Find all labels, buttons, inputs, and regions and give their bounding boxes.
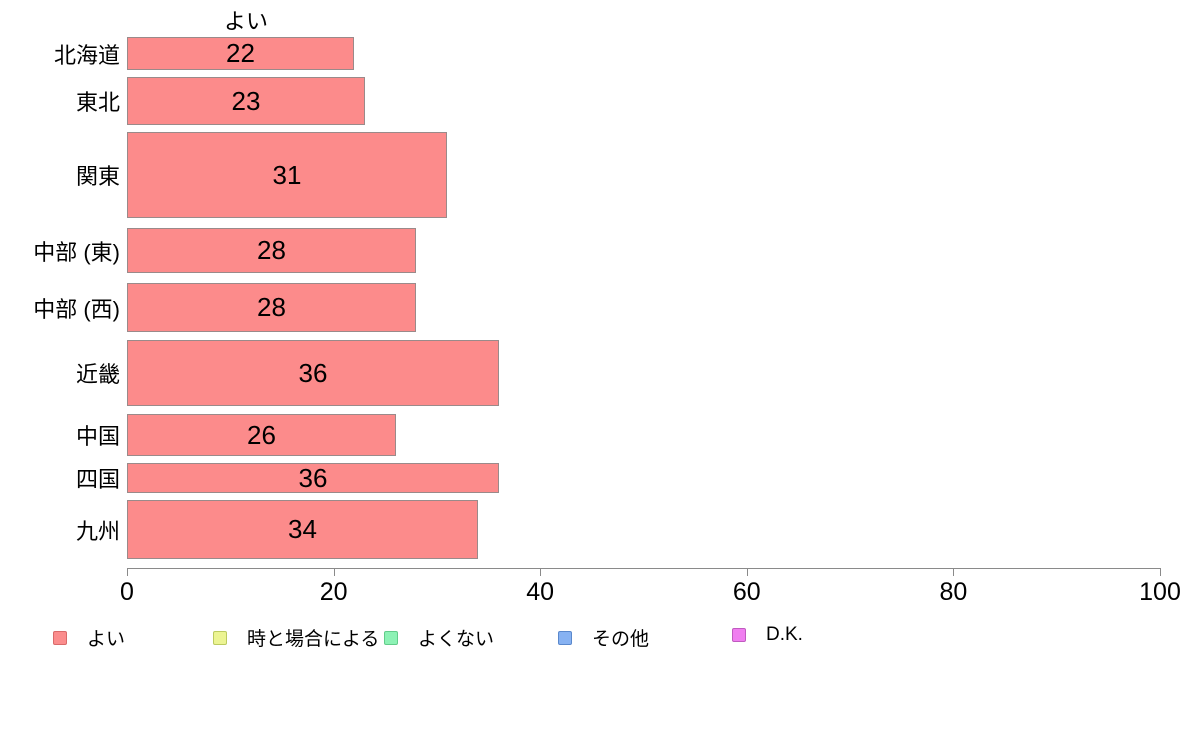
bar: 36 [127,340,499,406]
bar-value-label: 28 [257,292,286,322]
bar-value-label: 28 [257,235,286,265]
x-axis-line [127,568,1161,569]
x-axis-tick [746,569,748,576]
bar: 36 [127,463,499,493]
bar-value-label: 31 [272,159,302,190]
legend-swatch-icon [732,628,746,642]
category-label: 中国 [75,424,120,449]
bar: 28 [127,283,416,332]
bar: 26 [127,414,396,456]
bar-value-label: 23 [231,85,261,116]
category-label: 中部 (東) [33,239,120,265]
x-axis-tick-label: 0 [120,578,134,606]
legend-label: よい [87,629,126,650]
x-axis-tick [1160,569,1161,576]
category-label: 近畿 [75,362,120,387]
bar: 31 [127,132,447,218]
category-label: 北海道 [53,42,120,68]
legend-item: その他 [558,624,649,651]
bar-value-label: 36 [298,357,328,388]
legend-swatch-icon [558,630,572,645]
category-label: 中部 (西) [33,296,120,322]
bar-value-label: 36 [298,462,328,493]
legend-swatch-icon [213,630,227,645]
legend-swatch-icon [53,630,67,645]
bar-value-label: 34 [288,514,317,544]
category-label: 九州 [75,518,120,544]
chart-title: よい [223,9,269,34]
category-label: 四国 [75,467,120,492]
legend-label: 時と場合による [247,629,380,650]
x-axis-tick [127,569,128,576]
legend-item: よい [53,624,125,651]
legend-swatch-icon [384,630,398,645]
x-axis-tick-label: 60 [732,578,761,606]
legend-item: よくない [384,624,494,651]
x-axis-tick [333,569,335,576]
legend-label: D.K. [766,624,803,645]
category-label: 関東 [75,164,120,189]
bar-value-label: 22 [226,38,255,68]
x-axis-tick-label: 20 [319,578,348,606]
bar: 34 [127,500,478,559]
legend-label: よくない [418,629,495,650]
bar: 22 [127,37,354,70]
x-axis-tick-label: 100 [1139,578,1181,606]
x-axis-tick [540,569,542,576]
legend-label: その他 [592,629,650,650]
bar: 23 [127,77,365,125]
legend-item: D.K. [732,624,803,646]
bar: 28 [127,228,416,273]
bar-value-label: 26 [247,419,276,450]
x-axis-tick [953,569,955,576]
x-axis-tick-label: 80 [939,578,968,606]
x-axis-tick-label: 40 [526,578,555,606]
category-label: 東北 [75,90,120,115]
legend-item: 時と場合による [213,624,379,651]
